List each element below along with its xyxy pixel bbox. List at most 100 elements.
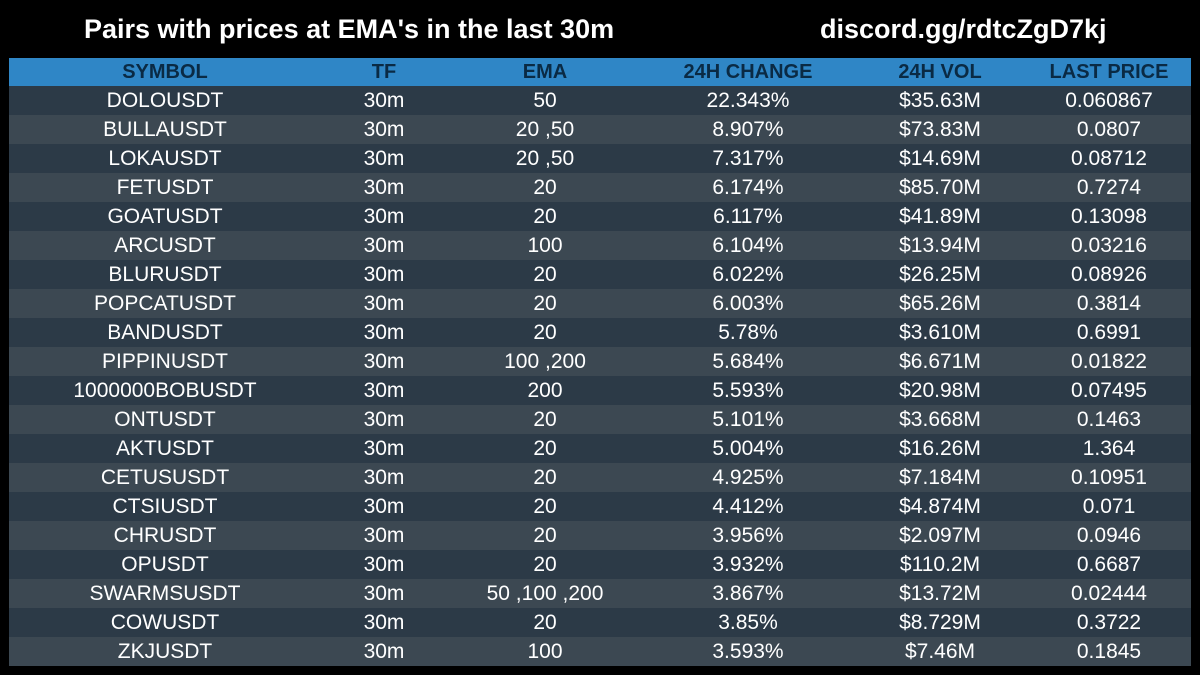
cell-24h-vol: $41.89M <box>899 204 981 228</box>
cell-ema: 100 ,200 <box>504 349 586 373</box>
column-header-symbol[interactable]: SYMBOL <box>122 60 208 83</box>
cell-24h-vol: $65.26M <box>899 291 981 315</box>
cell-symbol: FETUSDT <box>116 175 214 199</box>
discord-link[interactable]: discord.gg/rdtcZgD7kj <box>820 14 1107 44</box>
cell-24h-vol: $7.46M <box>904 639 976 663</box>
table-row[interactable]: BANDUSDT 30m 20 5.78% $3.610M 0.6991 <box>9 318 1191 347</box>
cell-symbol: CHRUSDT <box>113 523 217 547</box>
cell-symbol: COWUSDT <box>110 610 220 634</box>
table-row[interactable]: GOATUSDT 30m 20 6.117% $41.89M 0.13098 <box>9 202 1191 231</box>
cell-symbol: POPCATUSDT <box>94 291 236 315</box>
cell-symbol: 1000000BOBUSDT <box>73 378 257 402</box>
table-row[interactable]: CETUSUSDT 30m 20 4.925% $7.184M 0.10951 <box>9 463 1191 492</box>
cell-ema: 100 <box>527 233 563 257</box>
cell-last-price: 0.3814 <box>1076 291 1142 315</box>
cell-24h-vol: $3.610M <box>899 320 981 344</box>
table-row[interactable]: CTSIUSDT 30m 20 4.412% $4.874M 0.071 <box>9 492 1191 521</box>
table-row[interactable]: CHRUSDT 30m 20 3.956% $2.097M 0.0946 <box>9 521 1191 550</box>
table-row[interactable]: LOKAUSDT 30m 20 ,50 7.317% $14.69M 0.08712 <box>9 144 1191 173</box>
column-header-24h-change[interactable]: 24H CHANGE <box>683 60 813 83</box>
cell-ema: 20 <box>533 465 557 489</box>
cell-ema: 20 <box>533 175 557 199</box>
table-body: DOLOUSDT 30m 50 22.343% $35.63M 0.060867 BULLA… <box>9 86 1191 666</box>
cell-24h-change: 8.907% <box>712 117 784 141</box>
cell-last-price: 0.03216 <box>1071 233 1147 257</box>
cell-tf: 30m <box>363 494 405 518</box>
cell-ema: 20 <box>533 610 557 634</box>
cell-symbol: ZKJUSDT <box>117 639 213 663</box>
cell-last-price: 1.364 <box>1082 436 1136 460</box>
column-header-ema[interactable]: EMA <box>522 60 568 83</box>
cell-24h-vol: $35.63M <box>899 88 981 112</box>
cell-ema: 50 ,100 ,200 <box>486 581 604 605</box>
table-row[interactable]: BLURUSDT 30m 20 6.022% $26.25M 0.08926 <box>9 260 1191 289</box>
cell-last-price: 0.1845 <box>1076 639 1142 663</box>
cell-24h-change: 5.593% <box>712 378 784 402</box>
cell-24h-vol: $14.69M <box>899 146 981 170</box>
table-row[interactable]: COWUSDT 30m 20 3.85% $8.729M 0.3722 <box>9 608 1191 637</box>
cell-symbol: LOKAUSDT <box>108 146 222 170</box>
cell-symbol: AKTUSDT <box>115 436 214 460</box>
cell-24h-vol: $73.83M <box>899 117 981 141</box>
cell-24h-vol: $3.668M <box>899 407 981 431</box>
cell-ema: 20 <box>533 552 557 576</box>
cell-tf: 30m <box>363 233 405 257</box>
table-row[interactable]: SWARMSUSDT 30m 50 ,100 ,200 3.867% $13.72M 0.… <box>9 579 1191 608</box>
table-row[interactable]: 1000000BOBUSDT 30m 200 5.593% $20.98M 0.07495 <box>9 376 1191 405</box>
cell-ema: 100 <box>527 639 563 663</box>
cell-symbol: BULLAUSDT <box>103 117 227 141</box>
table-row[interactable]: ARCUSDT 30m 100 6.104% $13.94M 0.03216 <box>9 231 1191 260</box>
cell-ema: 20 <box>533 262 557 286</box>
table-row[interactable]: PIPPINUSDT 30m 100 ,200 5.684% $6.671M 0.0182… <box>9 347 1191 376</box>
cell-ema: 20 <box>533 320 557 344</box>
cell-tf: 30m <box>363 465 405 489</box>
cell-24h-change: 4.925% <box>712 465 784 489</box>
cell-last-price: 0.01822 <box>1071 349 1147 373</box>
cell-ema: 20 <box>533 436 557 460</box>
cell-tf: 30m <box>363 204 405 228</box>
table-header-row: SYMBOL TF EMA 24H CHANGE 24H VOL LAST PR… <box>9 58 1191 86</box>
table-row[interactable]: BULLAUSDT 30m 20 ,50 8.907% $73.83M 0.0807 <box>9 115 1191 144</box>
cell-last-price: 0.3722 <box>1076 610 1142 634</box>
cell-24h-change: 5.101% <box>712 407 784 431</box>
column-header-24h-vol[interactable]: 24H VOL <box>898 60 982 83</box>
table-row[interactable]: DOLOUSDT 30m 50 22.343% $35.63M 0.060867 <box>9 86 1191 115</box>
cell-last-price: 0.13098 <box>1071 204 1147 228</box>
cell-tf: 30m <box>363 349 405 373</box>
column-header-last-price[interactable]: LAST PRICE <box>1049 60 1169 83</box>
table-row[interactable]: ONTUSDT 30m 20 5.101% $3.668M 0.1463 <box>9 405 1191 434</box>
cell-24h-change: 5.004% <box>712 436 784 460</box>
table-row[interactable]: AKTUSDT 30m 20 5.004% $16.26M 1.364 <box>9 434 1191 463</box>
cell-24h-change: 6.003% <box>712 291 784 315</box>
cell-24h-change: 3.932% <box>712 552 784 576</box>
cell-ema: 20 <box>533 407 557 431</box>
cell-last-price: 0.02444 <box>1071 581 1147 605</box>
table-row[interactable]: POPCATUSDT 30m 20 6.003% $65.26M 0.3814 <box>9 289 1191 318</box>
table-row[interactable]: ZKJUSDT 30m 100 3.593% $7.46M 0.1845 <box>9 637 1191 666</box>
page-title: Pairs with prices at EMA's in the last 3… <box>84 14 615 44</box>
cell-24h-change: 3.956% <box>712 523 784 547</box>
cell-24h-change: 4.412% <box>712 494 784 518</box>
cell-last-price: 0.1463 <box>1076 407 1142 431</box>
pairs-table: SYMBOL TF EMA 24H CHANGE 24H VOL LAST PR… <box>9 58 1191 666</box>
cell-24h-change: 6.104% <box>712 233 784 257</box>
cell-24h-vol: $7.184M <box>899 465 981 489</box>
cell-24h-change: 6.174% <box>712 175 784 199</box>
cell-ema: 200 <box>527 378 563 402</box>
cell-symbol: PIPPINUSDT <box>101 349 229 373</box>
cell-24h-vol: $4.874M <box>899 494 981 518</box>
cell-tf: 30m <box>363 581 405 605</box>
cell-last-price: 0.071 <box>1082 494 1136 518</box>
cell-tf: 30m <box>363 88 405 112</box>
cell-ema: 20 <box>533 291 557 315</box>
cell-tf: 30m <box>363 320 405 344</box>
cell-24h-vol: $16.26M <box>899 436 981 460</box>
cell-tf: 30m <box>363 175 405 199</box>
cell-tf: 30m <box>363 523 405 547</box>
column-header-tf[interactable]: TF <box>371 60 397 83</box>
table-row[interactable]: OPUSDT 30m 20 3.932% $110.2M 0.6687 <box>9 550 1191 579</box>
cell-symbol: GOATUSDT <box>107 204 223 228</box>
cell-last-price: 0.0946 <box>1076 523 1142 547</box>
table-row[interactable]: FETUSDT 30m 20 6.174% $85.70M 0.7274 <box>9 173 1191 202</box>
cell-24h-change: 7.317% <box>712 146 784 170</box>
